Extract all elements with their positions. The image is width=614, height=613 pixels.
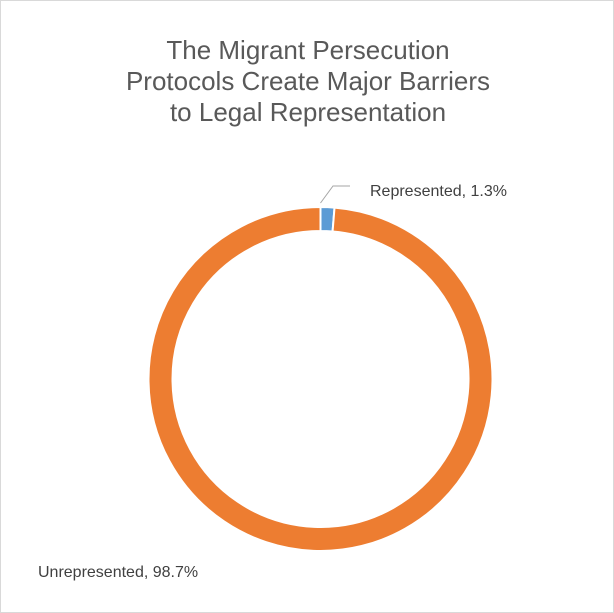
chart-title-line-2: Protocols Create Major Barriers (125, 66, 491, 96)
leader-line-represented (320, 185, 350, 204)
data-label-unrepresented: Unrepresented, 98.7% (38, 564, 198, 581)
data-label-represented: Represented, 1.3% (370, 183, 507, 200)
donut-slice-unrepresented (147, 205, 494, 552)
chart-title-line-1: The Migrant Persecution (166, 35, 450, 65)
chart-title-line-3: to Legal Representation (169, 97, 447, 127)
chart-title: The Migrant Persecution Protocols Create… (1, 35, 614, 128)
